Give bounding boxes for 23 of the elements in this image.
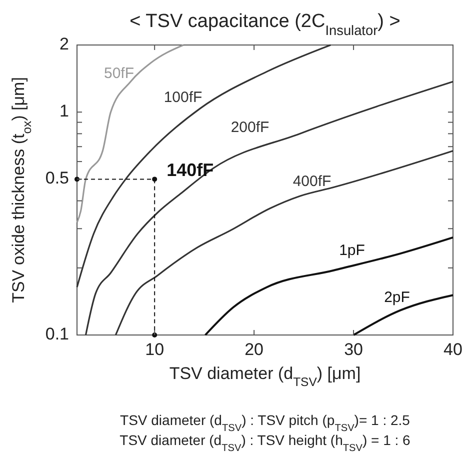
series-label: 1pF <box>339 242 365 259</box>
y-tick-label: 1 <box>60 102 69 121</box>
text: TSV diameter (d$_{TSV}$) : TSV height (h$_{TSV}$) = 1 : 6 <box>120 432 411 454</box>
y-tick-label: 0.1 <box>45 324 69 344</box>
series-label: 50fF <box>104 64 134 82</box>
legend-label: 140fF <box>166 160 214 180</box>
x-tick-label: 10 <box>145 340 164 359</box>
y-tick-label: 0.5 <box>45 168 69 188</box>
series-label: 2pF <box>384 288 410 306</box>
line-series <box>84 80 454 336</box>
x-tick-label: 30 <box>344 340 363 359</box>
series-label: 400fF <box>292 172 332 190</box>
series-label: 200fF <box>230 118 270 136</box>
text: TSV diameter (d$_{TSV}$) : TSV pitch (p$_{TSV}$)= 1 : 2.5 <box>120 412 410 434</box>
x-axis-title: TSV diameter (d$_{TSV}$) [μm] <box>169 364 361 389</box>
line-series <box>114 150 454 336</box>
line-series <box>204 236 454 336</box>
series-label: 100fF <box>164 88 202 106</box>
x-tick-label: 40 <box>444 340 462 359</box>
chart-title: < TSV capacitance (2C$_{Insulator}$) > <box>130 11 400 38</box>
y-tick-label: 2 <box>60 34 69 54</box>
x-tick-label: 20 <box>244 340 264 359</box>
line-series <box>76 44 332 288</box>
